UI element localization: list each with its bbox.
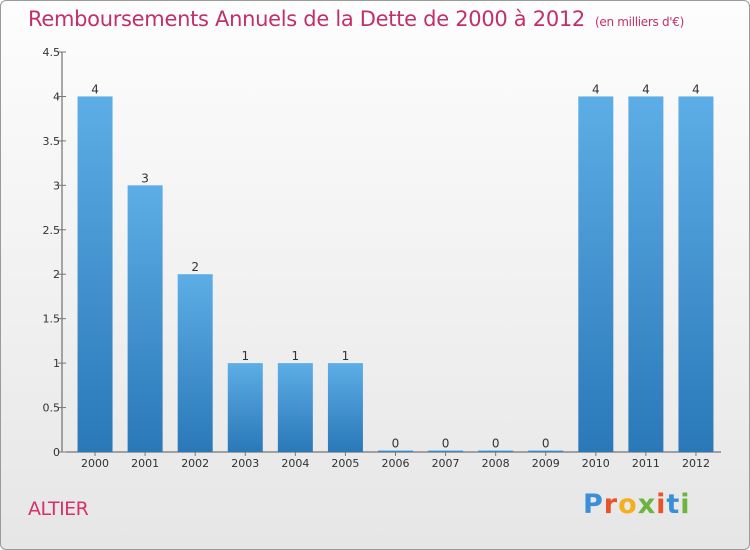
x-tick-label: 2011 — [632, 457, 660, 470]
bar — [628, 96, 664, 452]
logo-letter: i — [656, 489, 667, 520]
commune-name: ALTIER — [28, 498, 89, 520]
bar — [528, 450, 564, 452]
y-tick-label: 3 — [53, 179, 60, 192]
bar-value-label: 4 — [91, 82, 99, 96]
x-tick-label: 2003 — [231, 457, 259, 470]
y-tick-label: 0 — [53, 446, 60, 459]
x-tick-label: 2007 — [432, 457, 460, 470]
logo-letter: x — [637, 489, 657, 520]
bar-value-label: 1 — [342, 349, 350, 363]
x-tick-label: 2001 — [131, 457, 159, 470]
title-text: Remboursements Annuels de la Dette de 20… — [28, 7, 585, 31]
bar — [578, 96, 614, 452]
bar-value-label: 1 — [241, 349, 249, 363]
bar — [177, 274, 213, 452]
bar-value-label: 3 — [141, 171, 149, 185]
bar-value-label: 4 — [592, 82, 600, 96]
x-tick-label: 2005 — [331, 457, 359, 470]
bar — [327, 363, 363, 452]
y-tick-label: 2 — [53, 268, 60, 281]
logo-letter: i — [680, 489, 691, 520]
logo-letter: r — [603, 489, 619, 520]
bar — [428, 450, 464, 452]
bar — [678, 96, 714, 452]
bar — [378, 450, 413, 452]
bar-value-label: 4 — [692, 82, 700, 96]
x-tick-label: 2006 — [382, 457, 410, 470]
x-tick-label: 2008 — [482, 457, 510, 470]
logo-letter: o — [618, 489, 638, 520]
title-unit: (en milliers d'€) — [595, 15, 685, 29]
logo-letter: P — [583, 489, 604, 520]
y-tick-label: 4.5 — [43, 46, 61, 59]
bar — [478, 450, 514, 452]
x-tick-label: 2009 — [532, 457, 560, 470]
y-tick-label: 1 — [53, 357, 60, 370]
y-tick-label: 3.5 — [43, 135, 61, 148]
y-tick-label: 2.5 — [43, 224, 61, 237]
y-tick-label: 1.5 — [43, 313, 61, 326]
bar-value-label: 1 — [292, 349, 300, 363]
bar-value-label: 4 — [642, 82, 650, 96]
bar — [77, 96, 113, 452]
logo-letter: t — [666, 489, 681, 520]
bar — [127, 185, 163, 453]
x-tick-label: 2004 — [281, 457, 309, 470]
x-tick-label: 2002 — [181, 457, 209, 470]
y-tick-label: 4 — [53, 90, 60, 103]
chart-title: Remboursements Annuels de la Dette de 20… — [28, 7, 684, 31]
y-tick-label: 0.5 — [43, 402, 61, 415]
proxiti-logo: Proxiti — [583, 489, 691, 520]
bar-value-label: 0 — [442, 437, 450, 451]
x-tick-label: 2012 — [682, 457, 710, 470]
bar-value-label: 2 — [191, 260, 199, 274]
bar-value-label: 0 — [542, 437, 550, 451]
bar — [227, 363, 263, 452]
bar-value-label: 0 — [392, 437, 400, 451]
x-tick-label: 2000 — [81, 457, 109, 470]
bar — [277, 363, 313, 452]
x-tick-label: 2010 — [582, 457, 610, 470]
bar-value-label: 0 — [492, 437, 500, 451]
